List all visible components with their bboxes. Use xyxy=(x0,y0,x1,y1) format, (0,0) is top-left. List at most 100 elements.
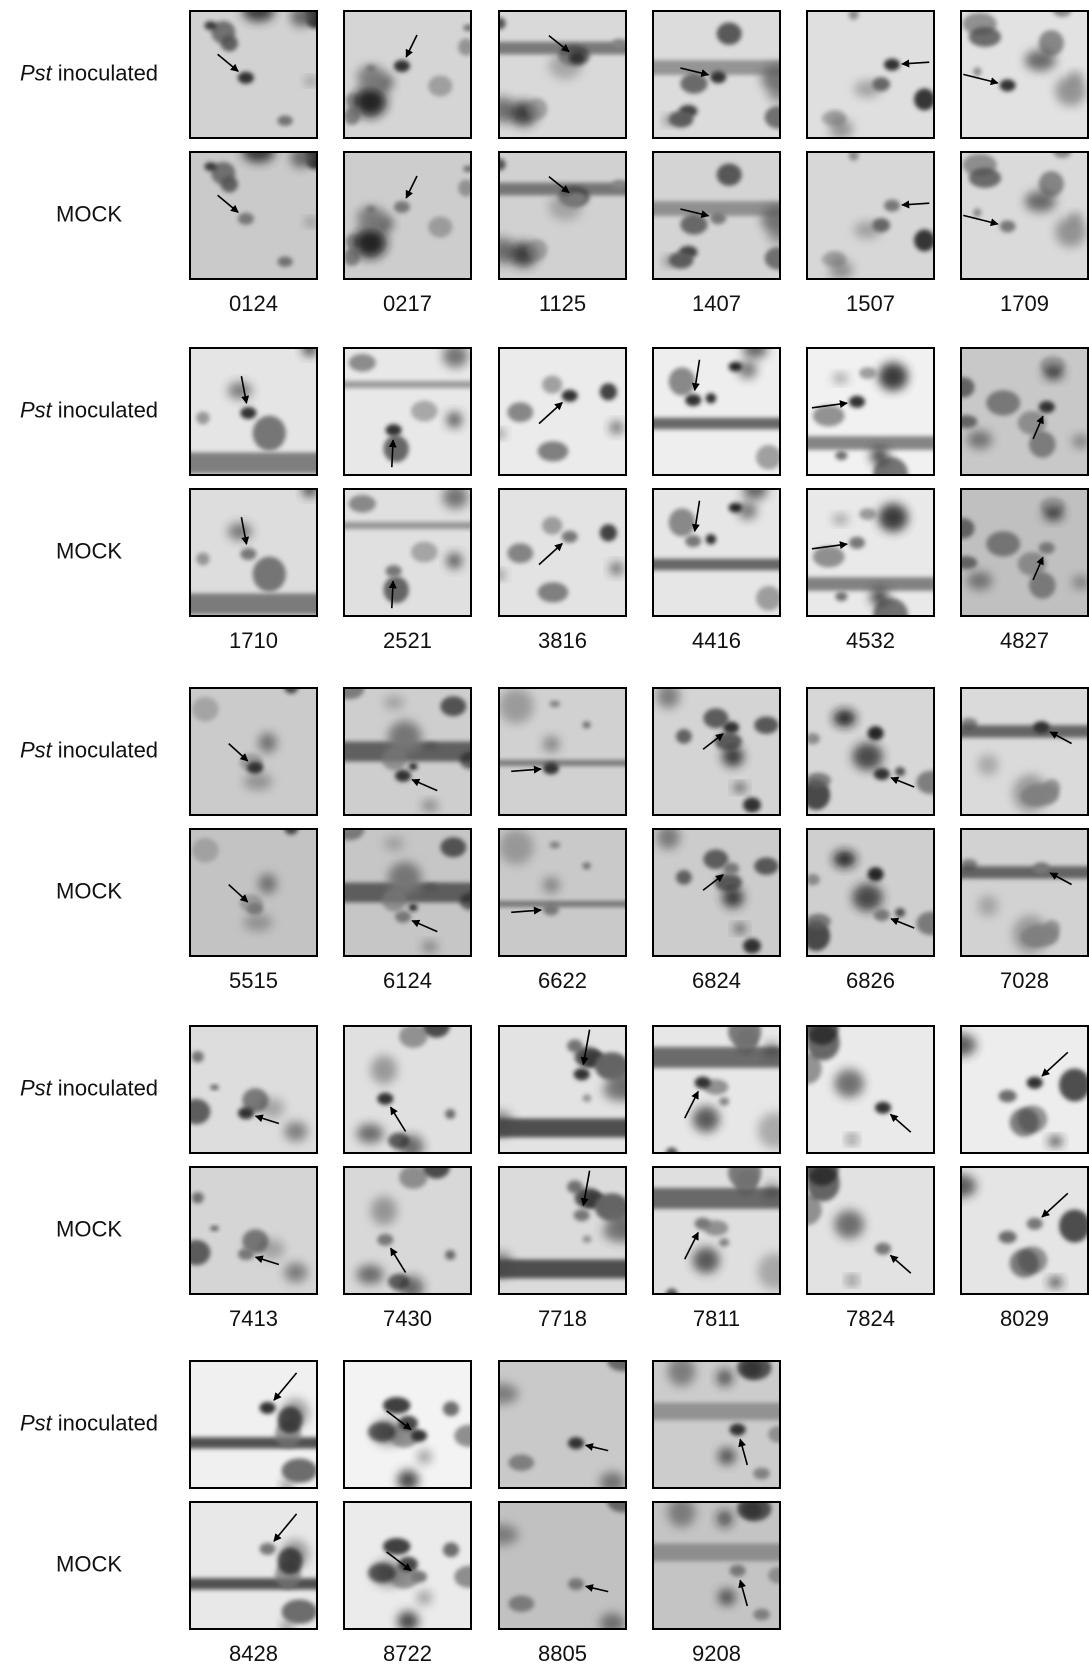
gel-streak xyxy=(642,418,791,429)
gel-streak xyxy=(642,1403,791,1421)
gel-spot xyxy=(447,553,462,569)
gel-spot xyxy=(463,166,474,172)
gel-spot xyxy=(852,884,882,911)
spot-id: 8428 xyxy=(229,1641,278,1666)
spot-id: 3816 xyxy=(538,628,587,653)
gel-image xyxy=(182,1166,318,1295)
gel-spot xyxy=(717,1369,733,1386)
spot-id: 1710 xyxy=(229,628,278,653)
gel-image xyxy=(333,679,482,816)
gel-spot xyxy=(527,239,548,260)
row-label-mock: MOCK xyxy=(56,538,122,563)
gel-spot xyxy=(717,23,742,45)
gel-spot xyxy=(600,383,617,400)
target-spot xyxy=(723,863,739,875)
gel-spot xyxy=(1043,506,1063,520)
gel-spot xyxy=(859,508,876,520)
gel-spot xyxy=(717,1510,733,1527)
gel-streak xyxy=(179,1578,328,1589)
gel-spot xyxy=(680,215,707,235)
gel-image xyxy=(960,145,1089,280)
gel-image xyxy=(946,1166,1089,1295)
gel-spot xyxy=(204,162,216,171)
spot-id: 6124 xyxy=(383,968,432,993)
gel-spot xyxy=(368,1422,395,1442)
target-spot xyxy=(411,1430,427,1442)
gel-spot xyxy=(549,701,560,708)
treatment-label: inoculated xyxy=(58,60,158,85)
gel-image xyxy=(484,1491,637,1634)
gel-image xyxy=(652,825,781,957)
target-spot xyxy=(1000,220,1016,232)
spot-id: 6824 xyxy=(692,968,741,993)
target-spot xyxy=(849,537,865,549)
gel-spot xyxy=(600,1613,625,1633)
gel-spot xyxy=(669,111,693,128)
gel-spot xyxy=(357,1124,384,1143)
gel-spot xyxy=(719,1238,729,1247)
gel-image xyxy=(484,1350,637,1493)
target-spot xyxy=(875,1102,891,1114)
spot-id: 1507 xyxy=(846,291,895,316)
gel-image xyxy=(642,481,791,617)
gel-spot xyxy=(1072,576,1089,590)
gel-spot xyxy=(284,1122,307,1141)
gel-spot xyxy=(833,515,848,524)
gel-spot xyxy=(384,435,409,462)
gel-spot xyxy=(357,206,386,229)
gel-image xyxy=(803,828,946,957)
gel-spot xyxy=(278,1548,303,1575)
gel-spot xyxy=(281,1480,292,1492)
gel-spot xyxy=(765,106,793,129)
gel-spot xyxy=(549,842,560,849)
gel-spot xyxy=(728,1016,761,1048)
gel-spot xyxy=(253,416,286,451)
page-body: {"figure": {"blocks": [ {"treated": {"sp… xyxy=(0,0,1089,1670)
gel-spot xyxy=(831,112,840,119)
gel-spot xyxy=(743,481,768,500)
gel-spot xyxy=(895,767,905,776)
gel-spot xyxy=(499,829,534,864)
gel-streak xyxy=(179,1437,328,1448)
gel-spot xyxy=(384,696,404,709)
target-spot xyxy=(730,1424,746,1436)
gel-spot xyxy=(1024,784,1059,806)
gel-spot xyxy=(955,415,977,428)
gel-spot xyxy=(582,721,590,728)
target-spot xyxy=(1027,1218,1043,1230)
gel-spot xyxy=(1043,365,1063,379)
gel-spot xyxy=(600,1472,625,1492)
gel-spot xyxy=(859,367,876,379)
gel-image xyxy=(803,687,946,816)
gel-image xyxy=(179,342,328,476)
gel-spot xyxy=(872,77,890,91)
target-spot xyxy=(543,903,559,915)
gel-image xyxy=(333,485,482,617)
gel-image xyxy=(642,340,791,476)
target-spot xyxy=(543,762,559,774)
gel-spot xyxy=(835,451,847,460)
target-spot xyxy=(1039,401,1055,413)
target-spot xyxy=(884,59,900,71)
gel-spot xyxy=(399,1135,424,1158)
target-spot xyxy=(240,548,256,560)
gel-spot xyxy=(868,726,884,740)
gel-background xyxy=(960,347,1089,476)
gel-spot xyxy=(567,1039,583,1052)
gel-spot xyxy=(583,1235,592,1243)
gel-spot xyxy=(447,412,462,428)
gel-image xyxy=(642,1016,793,1160)
gel-image xyxy=(333,820,482,957)
gel-spot xyxy=(422,801,438,812)
gel-image xyxy=(488,828,637,957)
spot-id: 7028 xyxy=(1000,968,1049,993)
gel-spot xyxy=(999,1090,1017,1102)
gel-spot xyxy=(847,1276,857,1284)
gel-spot xyxy=(693,1247,720,1273)
target-spot xyxy=(386,424,402,436)
target-spot xyxy=(574,1068,590,1080)
gel-spot xyxy=(1071,72,1081,83)
gel-spot xyxy=(1049,1137,1063,1147)
gel-image xyxy=(806,150,935,280)
gel-spot xyxy=(282,1600,318,1624)
